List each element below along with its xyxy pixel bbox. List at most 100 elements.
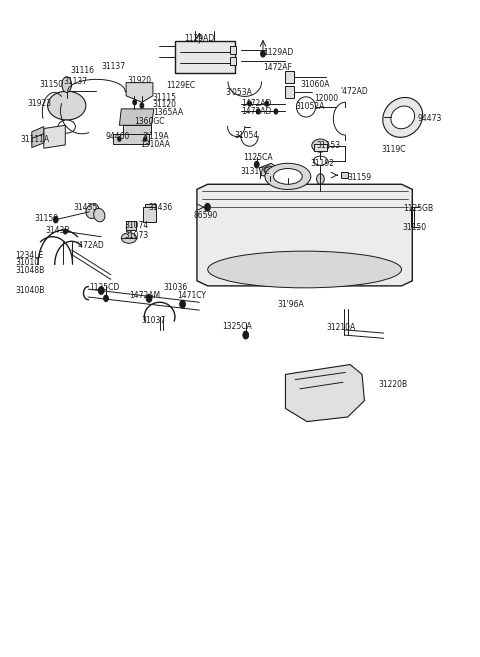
Text: 31159: 31159 (348, 173, 372, 182)
Bar (143, 207, 156, 221)
Text: 31159: 31159 (34, 214, 59, 223)
Bar (126, 221, 136, 230)
Bar (113, 134, 149, 144)
Text: 31317C: 31317C (240, 168, 269, 176)
Text: 31137: 31137 (101, 62, 125, 71)
Ellipse shape (58, 120, 75, 133)
Polygon shape (314, 144, 326, 151)
Text: 1472AF: 1472AF (263, 63, 292, 72)
Text: 31073: 31073 (124, 231, 148, 240)
Text: 1472AM: 1472AM (129, 291, 160, 300)
Text: 31220B: 31220B (379, 380, 408, 389)
Ellipse shape (208, 251, 402, 288)
Circle shape (63, 229, 67, 234)
Ellipse shape (62, 77, 72, 93)
Ellipse shape (94, 208, 105, 222)
Circle shape (104, 295, 108, 302)
Ellipse shape (48, 91, 86, 120)
Text: 31115: 31115 (153, 93, 177, 102)
Polygon shape (197, 184, 412, 286)
Ellipse shape (86, 204, 99, 219)
Circle shape (274, 109, 278, 114)
Circle shape (261, 51, 265, 57)
Text: 31048B: 31048B (15, 266, 44, 275)
Circle shape (53, 216, 58, 223)
Text: 1125GB: 1125GB (403, 204, 433, 213)
Text: 31435: 31435 (73, 204, 98, 212)
Text: 1129AD: 1129AD (263, 48, 293, 57)
Text: 3'119A: 3'119A (143, 132, 169, 141)
Circle shape (128, 115, 132, 120)
Bar (340, 172, 348, 177)
Text: 31192: 31192 (311, 159, 335, 168)
Text: 1125CD: 1125CD (89, 283, 120, 292)
Text: 31137: 31137 (63, 78, 87, 87)
Bar (286, 71, 294, 83)
Text: 3119C: 3119C (381, 145, 406, 154)
Text: '472AD: '472AD (76, 241, 104, 250)
Bar (230, 57, 236, 65)
Ellipse shape (265, 164, 311, 189)
Circle shape (98, 286, 104, 294)
Text: 1310AA: 1310AA (140, 140, 170, 148)
Ellipse shape (314, 156, 327, 166)
Text: 31120: 31120 (153, 101, 177, 110)
Text: 31210A: 31210A (326, 323, 355, 332)
Circle shape (256, 109, 260, 114)
Bar (175, 41, 235, 74)
Polygon shape (120, 109, 154, 125)
Text: 31052A: 31052A (296, 102, 325, 112)
Text: 31040B: 31040B (15, 286, 45, 295)
Circle shape (254, 162, 259, 168)
Text: 31074: 31074 (124, 221, 148, 230)
Bar (230, 46, 236, 54)
Text: 31920: 31920 (128, 76, 152, 85)
Text: 1325CA: 1325CA (222, 322, 252, 331)
Text: 1234LE: 1234LE (15, 251, 43, 260)
Circle shape (133, 100, 137, 105)
Text: 31436: 31436 (148, 204, 172, 212)
Text: '472AD: '472AD (340, 87, 368, 96)
Text: 1471CY: 1471CY (177, 291, 206, 300)
Text: 3143B: 3143B (45, 225, 70, 235)
Circle shape (243, 331, 249, 339)
Polygon shape (259, 164, 278, 175)
Circle shape (146, 294, 152, 302)
Text: 31054: 31054 (234, 131, 259, 139)
Text: 31060A: 31060A (301, 80, 330, 89)
Text: 94460: 94460 (105, 132, 130, 141)
Polygon shape (44, 125, 65, 148)
Text: 1129AD: 1129AD (184, 34, 215, 43)
Circle shape (144, 137, 147, 141)
Text: 31153: 31153 (317, 141, 341, 150)
Text: 86590: 86590 (193, 212, 217, 220)
Bar (123, 125, 152, 134)
Text: 94473: 94473 (417, 114, 442, 124)
Text: 31150: 31150 (403, 223, 427, 232)
Text: 31037: 31037 (142, 316, 166, 325)
Text: 1365AA: 1365AA (153, 108, 183, 118)
Polygon shape (32, 127, 44, 140)
Text: 31036: 31036 (163, 283, 188, 292)
Text: 31111A: 31111A (21, 135, 50, 143)
Polygon shape (126, 83, 153, 102)
Ellipse shape (274, 169, 302, 184)
Text: 31150: 31150 (39, 80, 63, 89)
Ellipse shape (317, 173, 324, 184)
Ellipse shape (391, 106, 415, 129)
Circle shape (118, 137, 121, 141)
Circle shape (180, 300, 185, 308)
Ellipse shape (383, 97, 423, 137)
Circle shape (248, 101, 252, 106)
Text: 31010: 31010 (15, 258, 39, 267)
Polygon shape (286, 365, 364, 422)
Circle shape (140, 103, 144, 108)
Circle shape (204, 203, 210, 211)
Text: 31923: 31923 (27, 99, 51, 108)
Ellipse shape (312, 139, 329, 152)
Text: 31116: 31116 (71, 66, 95, 76)
Circle shape (197, 44, 202, 51)
Ellipse shape (264, 166, 274, 173)
Text: 31'96A: 31'96A (277, 300, 304, 309)
Text: 1360GC: 1360GC (134, 118, 164, 127)
